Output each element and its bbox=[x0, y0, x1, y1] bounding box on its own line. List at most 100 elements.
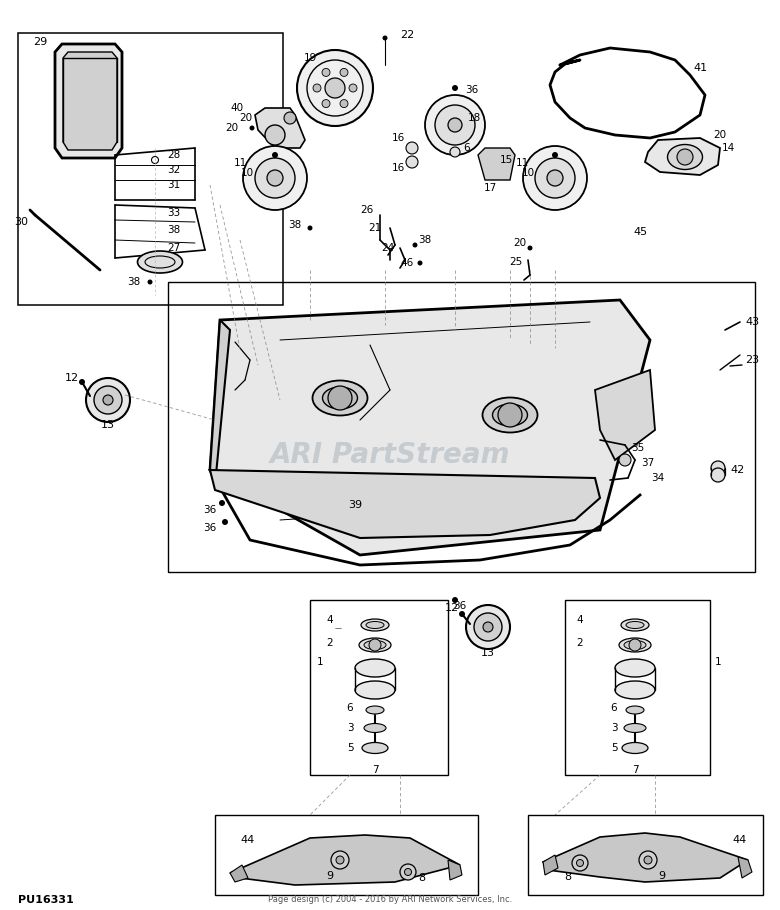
Ellipse shape bbox=[313, 380, 367, 416]
Circle shape bbox=[425, 95, 485, 155]
Circle shape bbox=[325, 78, 345, 98]
Text: 38: 38 bbox=[126, 277, 140, 287]
Text: 21: 21 bbox=[368, 223, 381, 233]
Circle shape bbox=[313, 84, 321, 92]
Circle shape bbox=[265, 125, 285, 145]
Text: 13: 13 bbox=[101, 420, 115, 430]
Circle shape bbox=[369, 639, 381, 651]
Text: 8: 8 bbox=[418, 873, 426, 883]
Text: 32: 32 bbox=[167, 165, 180, 175]
Circle shape bbox=[711, 468, 725, 482]
Text: 38: 38 bbox=[289, 220, 302, 230]
Polygon shape bbox=[738, 857, 752, 878]
Text: 27: 27 bbox=[167, 243, 180, 253]
Ellipse shape bbox=[366, 622, 384, 629]
Text: 30: 30 bbox=[14, 217, 28, 227]
Ellipse shape bbox=[668, 145, 703, 169]
Text: 5: 5 bbox=[611, 743, 617, 753]
Text: 6: 6 bbox=[463, 143, 470, 153]
Text: 25: 25 bbox=[509, 257, 523, 267]
Text: 22: 22 bbox=[400, 30, 414, 40]
Circle shape bbox=[255, 158, 295, 198]
Text: 19: 19 bbox=[303, 53, 317, 63]
Ellipse shape bbox=[364, 641, 386, 650]
Circle shape bbox=[349, 84, 357, 92]
Polygon shape bbox=[230, 835, 460, 885]
Circle shape bbox=[576, 860, 583, 866]
Circle shape bbox=[413, 242, 417, 248]
Text: 31: 31 bbox=[167, 180, 180, 190]
Text: 28: 28 bbox=[167, 150, 180, 160]
Circle shape bbox=[219, 500, 225, 506]
Text: 20: 20 bbox=[225, 123, 238, 133]
Circle shape bbox=[572, 855, 588, 871]
Text: 36: 36 bbox=[204, 505, 217, 515]
Text: 5: 5 bbox=[346, 743, 353, 753]
Polygon shape bbox=[210, 470, 600, 538]
Text: 20: 20 bbox=[513, 238, 526, 248]
Text: 18: 18 bbox=[467, 113, 480, 123]
Circle shape bbox=[307, 226, 313, 230]
Circle shape bbox=[267, 170, 283, 186]
Text: 1: 1 bbox=[317, 657, 324, 667]
Text: 44: 44 bbox=[733, 835, 747, 845]
Circle shape bbox=[452, 85, 458, 91]
Text: 12: 12 bbox=[445, 603, 459, 613]
Polygon shape bbox=[210, 320, 230, 485]
Ellipse shape bbox=[361, 619, 389, 631]
Text: 36: 36 bbox=[453, 601, 466, 611]
Circle shape bbox=[474, 613, 502, 641]
Circle shape bbox=[147, 279, 153, 285]
Text: PU16331: PU16331 bbox=[18, 895, 74, 905]
Text: 16: 16 bbox=[392, 163, 405, 173]
Circle shape bbox=[94, 386, 122, 414]
Ellipse shape bbox=[322, 387, 357, 409]
Circle shape bbox=[527, 246, 533, 250]
Ellipse shape bbox=[615, 681, 655, 699]
Circle shape bbox=[639, 851, 657, 869]
Circle shape bbox=[406, 156, 418, 168]
Circle shape bbox=[79, 379, 85, 385]
Ellipse shape bbox=[366, 706, 384, 714]
Polygon shape bbox=[63, 52, 117, 150]
Polygon shape bbox=[55, 44, 122, 158]
Text: 10: 10 bbox=[240, 168, 254, 178]
Text: 15: 15 bbox=[499, 155, 512, 165]
Circle shape bbox=[406, 142, 418, 154]
Text: 8: 8 bbox=[565, 872, 572, 882]
Text: 10: 10 bbox=[522, 168, 534, 178]
Ellipse shape bbox=[624, 641, 646, 650]
Circle shape bbox=[86, 378, 130, 422]
Text: 41: 41 bbox=[693, 63, 707, 73]
Ellipse shape bbox=[492, 404, 527, 426]
Text: 35: 35 bbox=[631, 443, 644, 453]
Ellipse shape bbox=[364, 723, 386, 733]
Circle shape bbox=[336, 856, 344, 864]
Circle shape bbox=[450, 147, 460, 157]
Circle shape bbox=[284, 112, 296, 124]
Text: 46: 46 bbox=[400, 258, 413, 268]
Text: —: — bbox=[335, 625, 342, 631]
Text: 37: 37 bbox=[641, 458, 654, 468]
Circle shape bbox=[400, 864, 416, 880]
Circle shape bbox=[103, 395, 113, 405]
Circle shape bbox=[222, 519, 228, 525]
Text: 3: 3 bbox=[346, 723, 353, 733]
Circle shape bbox=[340, 68, 348, 76]
Text: 2: 2 bbox=[576, 638, 583, 648]
Circle shape bbox=[466, 605, 510, 649]
Ellipse shape bbox=[626, 706, 644, 714]
Circle shape bbox=[250, 126, 254, 130]
Circle shape bbox=[243, 146, 307, 210]
Text: 33: 33 bbox=[167, 208, 180, 218]
Text: 36: 36 bbox=[204, 523, 217, 533]
Text: 20: 20 bbox=[239, 113, 253, 123]
Text: 9: 9 bbox=[658, 871, 665, 881]
Text: 7: 7 bbox=[632, 765, 638, 775]
Polygon shape bbox=[645, 138, 720, 175]
Polygon shape bbox=[543, 833, 748, 882]
Circle shape bbox=[297, 50, 373, 126]
Text: 38: 38 bbox=[418, 235, 431, 245]
Text: 6: 6 bbox=[346, 703, 353, 713]
Ellipse shape bbox=[626, 622, 644, 629]
